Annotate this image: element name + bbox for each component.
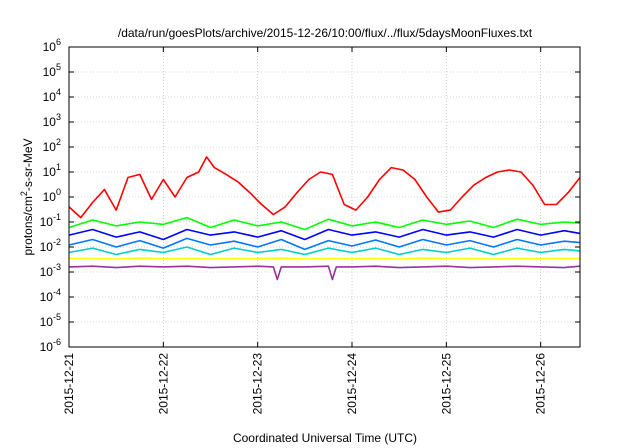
y-tick-label: 100 (43, 187, 61, 204)
series-line (68, 237, 581, 251)
y-tick-label: 10-4 (40, 287, 61, 304)
y-tick-label: 10-3 (40, 262, 61, 279)
y-tick-label: 10-2 (40, 237, 61, 254)
y-tick-label: 104 (43, 87, 61, 104)
y-tick-label: 10-6 (40, 337, 61, 354)
series-line (68, 216, 581, 231)
y-axis-label: protons/cm2-s-sr-MeV (19, 138, 35, 255)
series-line (68, 265, 581, 281)
y-tick-label: 106 (43, 37, 61, 54)
x-tick-label: 2015-12-21 (62, 353, 76, 415)
x-tick-label: 2015-12-26 (534, 353, 548, 415)
series-group (68, 156, 581, 281)
y-axis: 10-6 10-5 10-4 10-3 10-2 10-1 100 101 102 103 104 1… (40, 37, 580, 354)
x-tick-label: 2015-12-24 (345, 353, 359, 415)
y-tick-label: 101 (43, 162, 61, 179)
x-tick-label: 2015-12-23 (251, 353, 265, 415)
grid (68, 46, 580, 348)
y-tick-label: 105 (43, 62, 61, 79)
chart-title: /data/run/goesPlots/archive/2015-12-26/1… (118, 26, 533, 40)
series-line (68, 246, 581, 256)
y-tick-label: 10-5 (40, 312, 61, 329)
x-axis: 2015-12-21 2015-12-22 2015-12-23 2015-12-24… (62, 47, 548, 414)
y-tick-label: 102 (43, 137, 61, 154)
x-tick-label: 2015-12-22 (156, 353, 170, 415)
series-line (69, 257, 581, 260)
x-axis-label: Coordinated Universal Time (UTC) (233, 431, 417, 445)
series-line (68, 156, 581, 219)
x-tick-label: 2015-12-25 (439, 353, 453, 415)
series-line (68, 228, 581, 241)
y-tick-label: 10-1 (40, 212, 61, 229)
y-tick-label: 103 (43, 112, 61, 129)
